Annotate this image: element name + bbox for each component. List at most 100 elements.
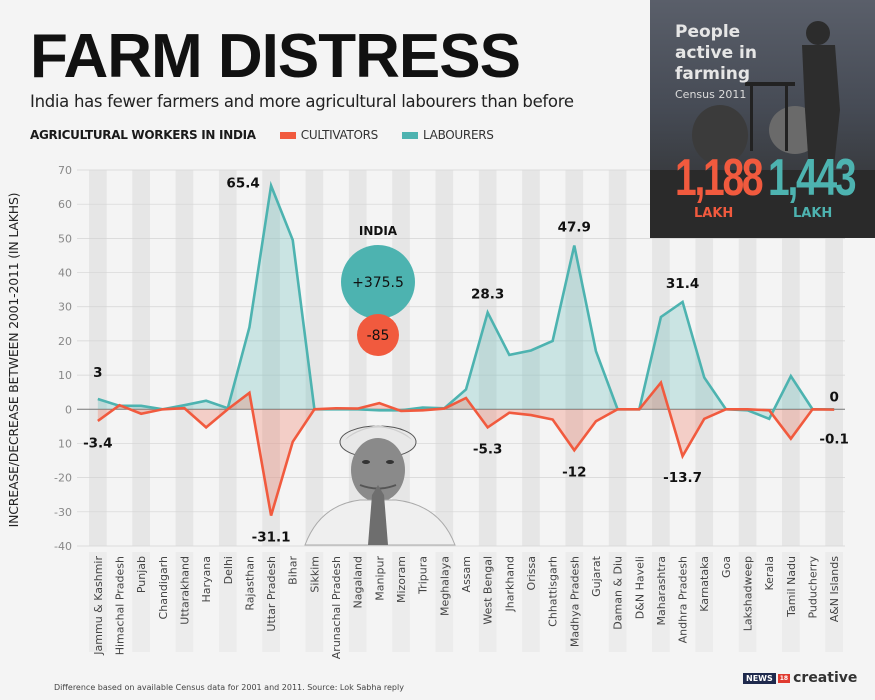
x-tick-label: Lakshadweep — [742, 556, 755, 631]
x-tick-label: Rajasthan — [243, 556, 256, 611]
data-label: -31.1 — [252, 530, 291, 546]
column-stripe — [175, 170, 194, 546]
y-tick-label: 40 — [58, 267, 72, 280]
label-stripe — [608, 552, 627, 652]
column-stripe — [218, 170, 237, 546]
x-tick-label: Uttar Pradesh — [265, 556, 278, 632]
legend-item-cultivators: CULTIVATORS — [279, 128, 378, 142]
inset-labourers-value: 1,443 — [768, 149, 857, 207]
india-label: INDIA — [359, 224, 398, 238]
x-tick-label: Nagaland — [352, 556, 365, 608]
census-inset: People active in farming Census 2011 1,1… — [650, 0, 875, 238]
y-axis-ticks: 70 60 50 40 30 20 10 0 10 -20 -30 -40 — [54, 164, 72, 553]
india-cultivators-value: -85 — [367, 328, 390, 344]
x-tick-label: Puducherry — [807, 556, 820, 619]
x-tick-label: Jharkhand — [503, 556, 516, 613]
label-stripe — [522, 552, 540, 652]
data-label: 47.9 — [558, 220, 591, 236]
label-stripe — [652, 552, 670, 652]
x-tick-label: Haryana — [200, 556, 213, 603]
inset-title-line: People — [675, 22, 741, 42]
x-tick-label: Chhattisgarh — [547, 556, 560, 627]
label-stripe — [175, 552, 194, 652]
y-tick-label: 10 — [58, 437, 72, 450]
data-label: -3.4 — [83, 435, 113, 451]
y-tick-label: 0 — [65, 403, 72, 416]
column-stripe — [738, 170, 757, 546]
column-stripe — [89, 170, 107, 546]
inset-title-line: farming — [675, 64, 751, 84]
column-stripe — [608, 170, 627, 546]
data-label: 28.3 — [471, 287, 504, 303]
x-tick-label: Madhya Pradesh — [568, 556, 581, 647]
india-cultivators-bubble — [357, 314, 399, 356]
x-tick-label: D&N Haveli — [633, 556, 646, 619]
india-labourers-bubble — [341, 245, 415, 319]
inset-title-line: active in — [675, 43, 757, 63]
column-stripe — [522, 170, 540, 546]
label-stripe — [782, 552, 800, 652]
x-tick-label: Meghalaya — [438, 556, 451, 616]
x-tick-label: Karnataka — [698, 556, 711, 612]
x-tick-label: Goa — [720, 556, 733, 578]
y-tick-label: -20 — [54, 472, 72, 485]
data-label: 31.4 — [666, 276, 699, 292]
inset-cultivators-value: 1,188 — [675, 149, 764, 207]
label-stripe — [305, 552, 324, 652]
column-stripe — [262, 170, 280, 546]
label-stripe — [435, 552, 454, 652]
india-summary: INDIA +375.5 -85 — [341, 224, 415, 356]
data-label: 65.4 — [226, 176, 259, 192]
label-stripe — [738, 552, 757, 652]
data-label: 0 — [829, 389, 838, 405]
x-tick-label: Mizoram — [395, 556, 408, 603]
x-tick-label: Assam — [460, 556, 473, 592]
data-label: -5.3 — [473, 441, 503, 457]
inset-census: Census 2011 — [675, 88, 747, 101]
legend-title: AGRICULTURAL WORKERS IN INDIA — [30, 128, 256, 142]
label-stripe — [89, 552, 107, 652]
y-tick-label: -40 — [54, 540, 72, 553]
label-stripe — [695, 552, 714, 652]
column-stripes — [89, 170, 843, 652]
label-stripe — [262, 552, 280, 652]
y-tick-label: 30 — [58, 301, 72, 314]
x-tick-label: A&N Islands — [828, 556, 841, 623]
inset-cultivators-unit: LAKH — [694, 206, 734, 221]
label-stripe — [565, 552, 584, 652]
farmer-photo — [304, 425, 456, 546]
inset-title: People active in farming — [675, 22, 757, 85]
series-lines — [97, 180, 835, 516]
area-labourers — [97, 185, 835, 419]
footnote: Difference based on available Census dat… — [54, 683, 404, 692]
column-stripe — [782, 170, 800, 546]
column-stripe — [825, 170, 843, 546]
column-stripe — [305, 170, 324, 546]
brand-18: 18 — [777, 673, 791, 683]
label-stripe — [132, 552, 150, 652]
column-stripe — [652, 170, 670, 546]
x-tick-label: Tamil Nadu — [785, 556, 798, 618]
legend-label-labourers: LABOURERS — [423, 128, 494, 142]
y-tick-label: 70 — [58, 164, 72, 177]
x-tick-label: Bihar — [287, 556, 300, 585]
brand-news: NEWS — [743, 672, 776, 684]
series-areas — [97, 185, 835, 516]
label-stripe — [825, 552, 843, 652]
area-cultivators — [97, 382, 835, 516]
x-tick-label: Orissa — [525, 556, 538, 590]
label-stripe — [218, 552, 237, 652]
x-tick-label: Himachal Pradesh — [113, 556, 126, 655]
data-labels: 3 -3.4 65.4 -31.1 28.3 -5.3 47.9 -12 31.4 -13.7 0 -… — [83, 176, 849, 546]
y-tick-label: 20 — [58, 335, 72, 348]
column-stripe — [132, 170, 150, 546]
x-tick-label: West Bengal — [482, 556, 495, 625]
x-tick-label: Punjab — [135, 556, 148, 593]
x-tick-label: Arunachal Pradesh — [330, 556, 343, 659]
data-label: -13.7 — [663, 470, 702, 486]
x-tick-label: Sikkim — [308, 556, 321, 593]
legend-swatch-labourers — [402, 131, 418, 139]
x-tick-label: Tripura — [417, 556, 430, 595]
x-tick-label: Daman & Diu — [612, 556, 625, 630]
